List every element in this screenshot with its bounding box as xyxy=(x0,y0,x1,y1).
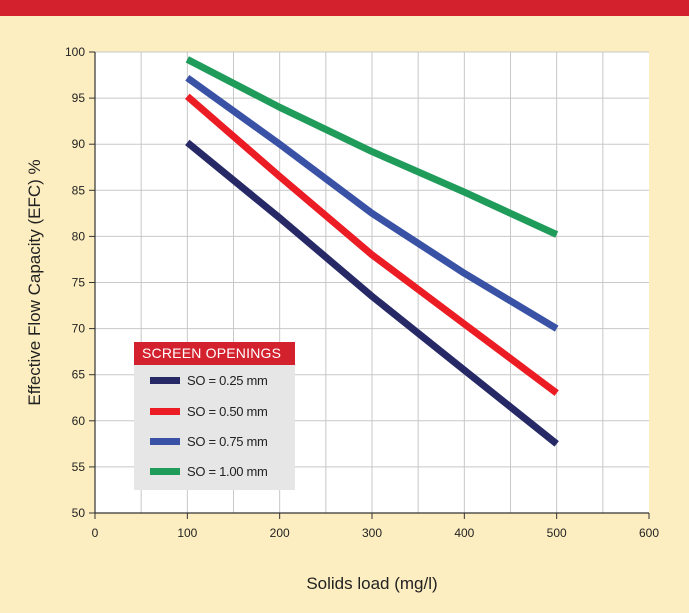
x-tick-label: 100 xyxy=(177,526,197,540)
y-tick-label: 80 xyxy=(72,229,86,243)
legend-title: SCREEN OPENINGS xyxy=(134,342,295,365)
axes xyxy=(89,51,650,519)
y-tick-label: 70 xyxy=(72,322,86,336)
series-line-2 xyxy=(185,74,559,332)
legend-label: SO = 0.50 mm xyxy=(187,403,268,419)
legend-item-025: SO = 0.25 mm xyxy=(150,371,268,389)
legend-item-075: SO = 0.75 mm xyxy=(150,432,268,450)
series-lines xyxy=(185,56,559,447)
y-tick-label: 85 xyxy=(72,183,86,197)
series-line-1 xyxy=(185,93,559,396)
x-tick-label: 200 xyxy=(270,526,290,540)
x-axis-title: Solids load (mg/l) xyxy=(306,574,437,593)
x-tick-label: 300 xyxy=(362,526,382,540)
x-tick-label: 400 xyxy=(454,526,474,540)
top-accent-bar xyxy=(0,0,689,16)
legend-item-100: SO = 1.00 mm xyxy=(150,462,268,480)
legend-label: SO = 0.75 mm xyxy=(187,433,268,449)
y-tick-label: 100 xyxy=(65,45,85,59)
legend-swatch xyxy=(150,376,180,384)
legend-label: SO = 0.25 mm xyxy=(187,372,268,388)
series-line-0 xyxy=(185,139,559,447)
series-line-3 xyxy=(185,56,559,238)
y-tick-label: 90 xyxy=(72,137,86,151)
legend-swatch xyxy=(150,437,180,445)
y-tick-label: 50 xyxy=(72,506,86,520)
y-tick-label: 55 xyxy=(72,460,86,474)
legend-item-050: SO = 0.50 mm xyxy=(150,402,268,420)
y-tick-label: 95 xyxy=(72,91,86,105)
x-tick-label: 500 xyxy=(547,526,567,540)
y-tick-label: 65 xyxy=(72,368,86,382)
y-axis-title: Effective Flow Capacity (EFC) % xyxy=(25,159,44,405)
x-tick-label: 600 xyxy=(639,526,659,540)
y-tick-label: 60 xyxy=(72,414,86,428)
x-tick-label: 0 xyxy=(92,526,99,540)
tick-labels: 50 55 60 65 70 75 80 85 90 95 100 0 100 200 300 400 500 6… xyxy=(65,45,659,540)
legend-swatch xyxy=(150,467,180,475)
y-tick-label: 75 xyxy=(72,276,86,290)
legend-swatch xyxy=(150,407,180,415)
legend: SCREEN OPENINGS SO = 0.25 mm SO = 0.50 m… xyxy=(134,342,295,490)
legend-label: SO = 1.00 mm xyxy=(187,463,268,479)
